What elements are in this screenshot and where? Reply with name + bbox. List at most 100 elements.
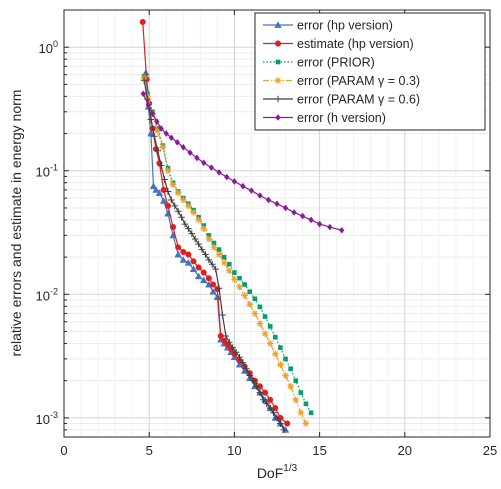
legend-label: error (PARAM γ = 0.6) — [297, 93, 420, 107]
data-point — [171, 202, 179, 210]
data-point — [261, 330, 269, 337]
data-point — [174, 250, 182, 258]
data-point — [241, 292, 248, 299]
data-point — [277, 361, 284, 368]
data-point — [210, 244, 218, 251]
data-point — [163, 130, 169, 137]
data-point — [339, 226, 345, 234]
data-point — [189, 265, 198, 272]
data-point — [292, 396, 300, 404]
x-tick-label: 0 — [60, 443, 67, 458]
data-point — [184, 258, 193, 266]
x-tick-label: 10 — [227, 443, 241, 458]
legend-label: estimate (hp version) — [297, 37, 414, 51]
data-point — [256, 389, 264, 396]
data-point — [251, 310, 259, 317]
data-point — [147, 116, 155, 123]
data-point — [175, 244, 182, 251]
data-point — [208, 260, 216, 268]
data-point — [240, 182, 246, 190]
data-point — [158, 125, 164, 132]
data-point — [180, 143, 186, 151]
data-point — [154, 127, 162, 135]
plot-frame — [63, 9, 491, 438]
data-point — [242, 282, 247, 287]
legend-item: error (PARAM γ = 0.6) — [263, 93, 420, 107]
data-point — [293, 378, 299, 383]
data-point — [215, 251, 223, 258]
data-point — [209, 287, 217, 295]
series-line — [143, 76, 312, 414]
data-point — [277, 420, 284, 427]
data-point — [236, 353, 243, 361]
legend-item: error (PARAM γ = 0.3) — [263, 74, 420, 88]
data-point — [185, 251, 192, 258]
data-point — [257, 192, 263, 199]
data-point — [282, 372, 289, 379]
data-point — [303, 401, 309, 407]
legend-label: error (h version) — [297, 111, 386, 125]
data-point — [170, 224, 177, 231]
data-point — [248, 187, 255, 194]
data-point — [139, 18, 146, 26]
data-point — [231, 178, 238, 185]
legend-marker — [274, 40, 282, 47]
data-point — [211, 240, 217, 246]
data-point — [220, 259, 228, 267]
x-axis-label: DoF1/3 — [257, 463, 298, 481]
data-point — [246, 372, 254, 379]
data-point — [237, 275, 242, 281]
data-point — [210, 281, 217, 288]
data-point — [284, 420, 291, 427]
data-point — [221, 337, 228, 344]
data-point — [265, 196, 272, 204]
data-point — [147, 129, 155, 137]
data-point — [224, 173, 230, 181]
data-point — [215, 284, 223, 292]
data-point — [200, 276, 208, 284]
data-point — [219, 311, 226, 319]
data-point — [316, 220, 323, 228]
data-point — [229, 344, 236, 351]
data-point — [273, 414, 281, 422]
legend-marker — [274, 77, 282, 84]
data-point — [302, 420, 310, 427]
data-point — [201, 159, 207, 167]
data-point — [247, 289, 253, 294]
data-point — [225, 338, 233, 346]
legend-marker — [275, 114, 281, 121]
data-point — [243, 365, 250, 372]
data-point — [253, 383, 260, 390]
series-4 — [140, 76, 288, 434]
data-point — [159, 197, 168, 204]
series-3 — [140, 75, 310, 427]
x-axis-label-main: DoF — [257, 465, 283, 481]
data-point — [266, 340, 274, 347]
data-point — [161, 176, 168, 183]
data-point — [149, 182, 158, 190]
data-point — [200, 225, 208, 232]
data-point — [151, 133, 158, 140]
data-point — [198, 246, 206, 253]
legend-box — [254, 12, 486, 131]
legend-item: error (hp version) — [263, 19, 393, 33]
legend-marker — [274, 21, 282, 28]
grid — [64, 10, 490, 437]
y-tick-label: 10-2 — [36, 286, 58, 303]
data-point — [190, 258, 197, 265]
data-point — [164, 202, 171, 209]
data-point — [157, 162, 165, 169]
data-point — [174, 138, 180, 146]
data-point — [145, 101, 151, 109]
x-tick-label: 15 — [312, 443, 326, 458]
data-point — [181, 220, 189, 228]
data-point — [205, 275, 212, 282]
data-point — [185, 202, 192, 210]
data-point — [155, 189, 164, 196]
x-axis-label-superscript: 1/3 — [283, 463, 297, 474]
data-point — [140, 76, 148, 84]
legend-item: estimate (hp version) — [263, 37, 414, 51]
data-point — [187, 149, 193, 156]
data-point — [168, 196, 175, 204]
data-point — [154, 118, 160, 125]
